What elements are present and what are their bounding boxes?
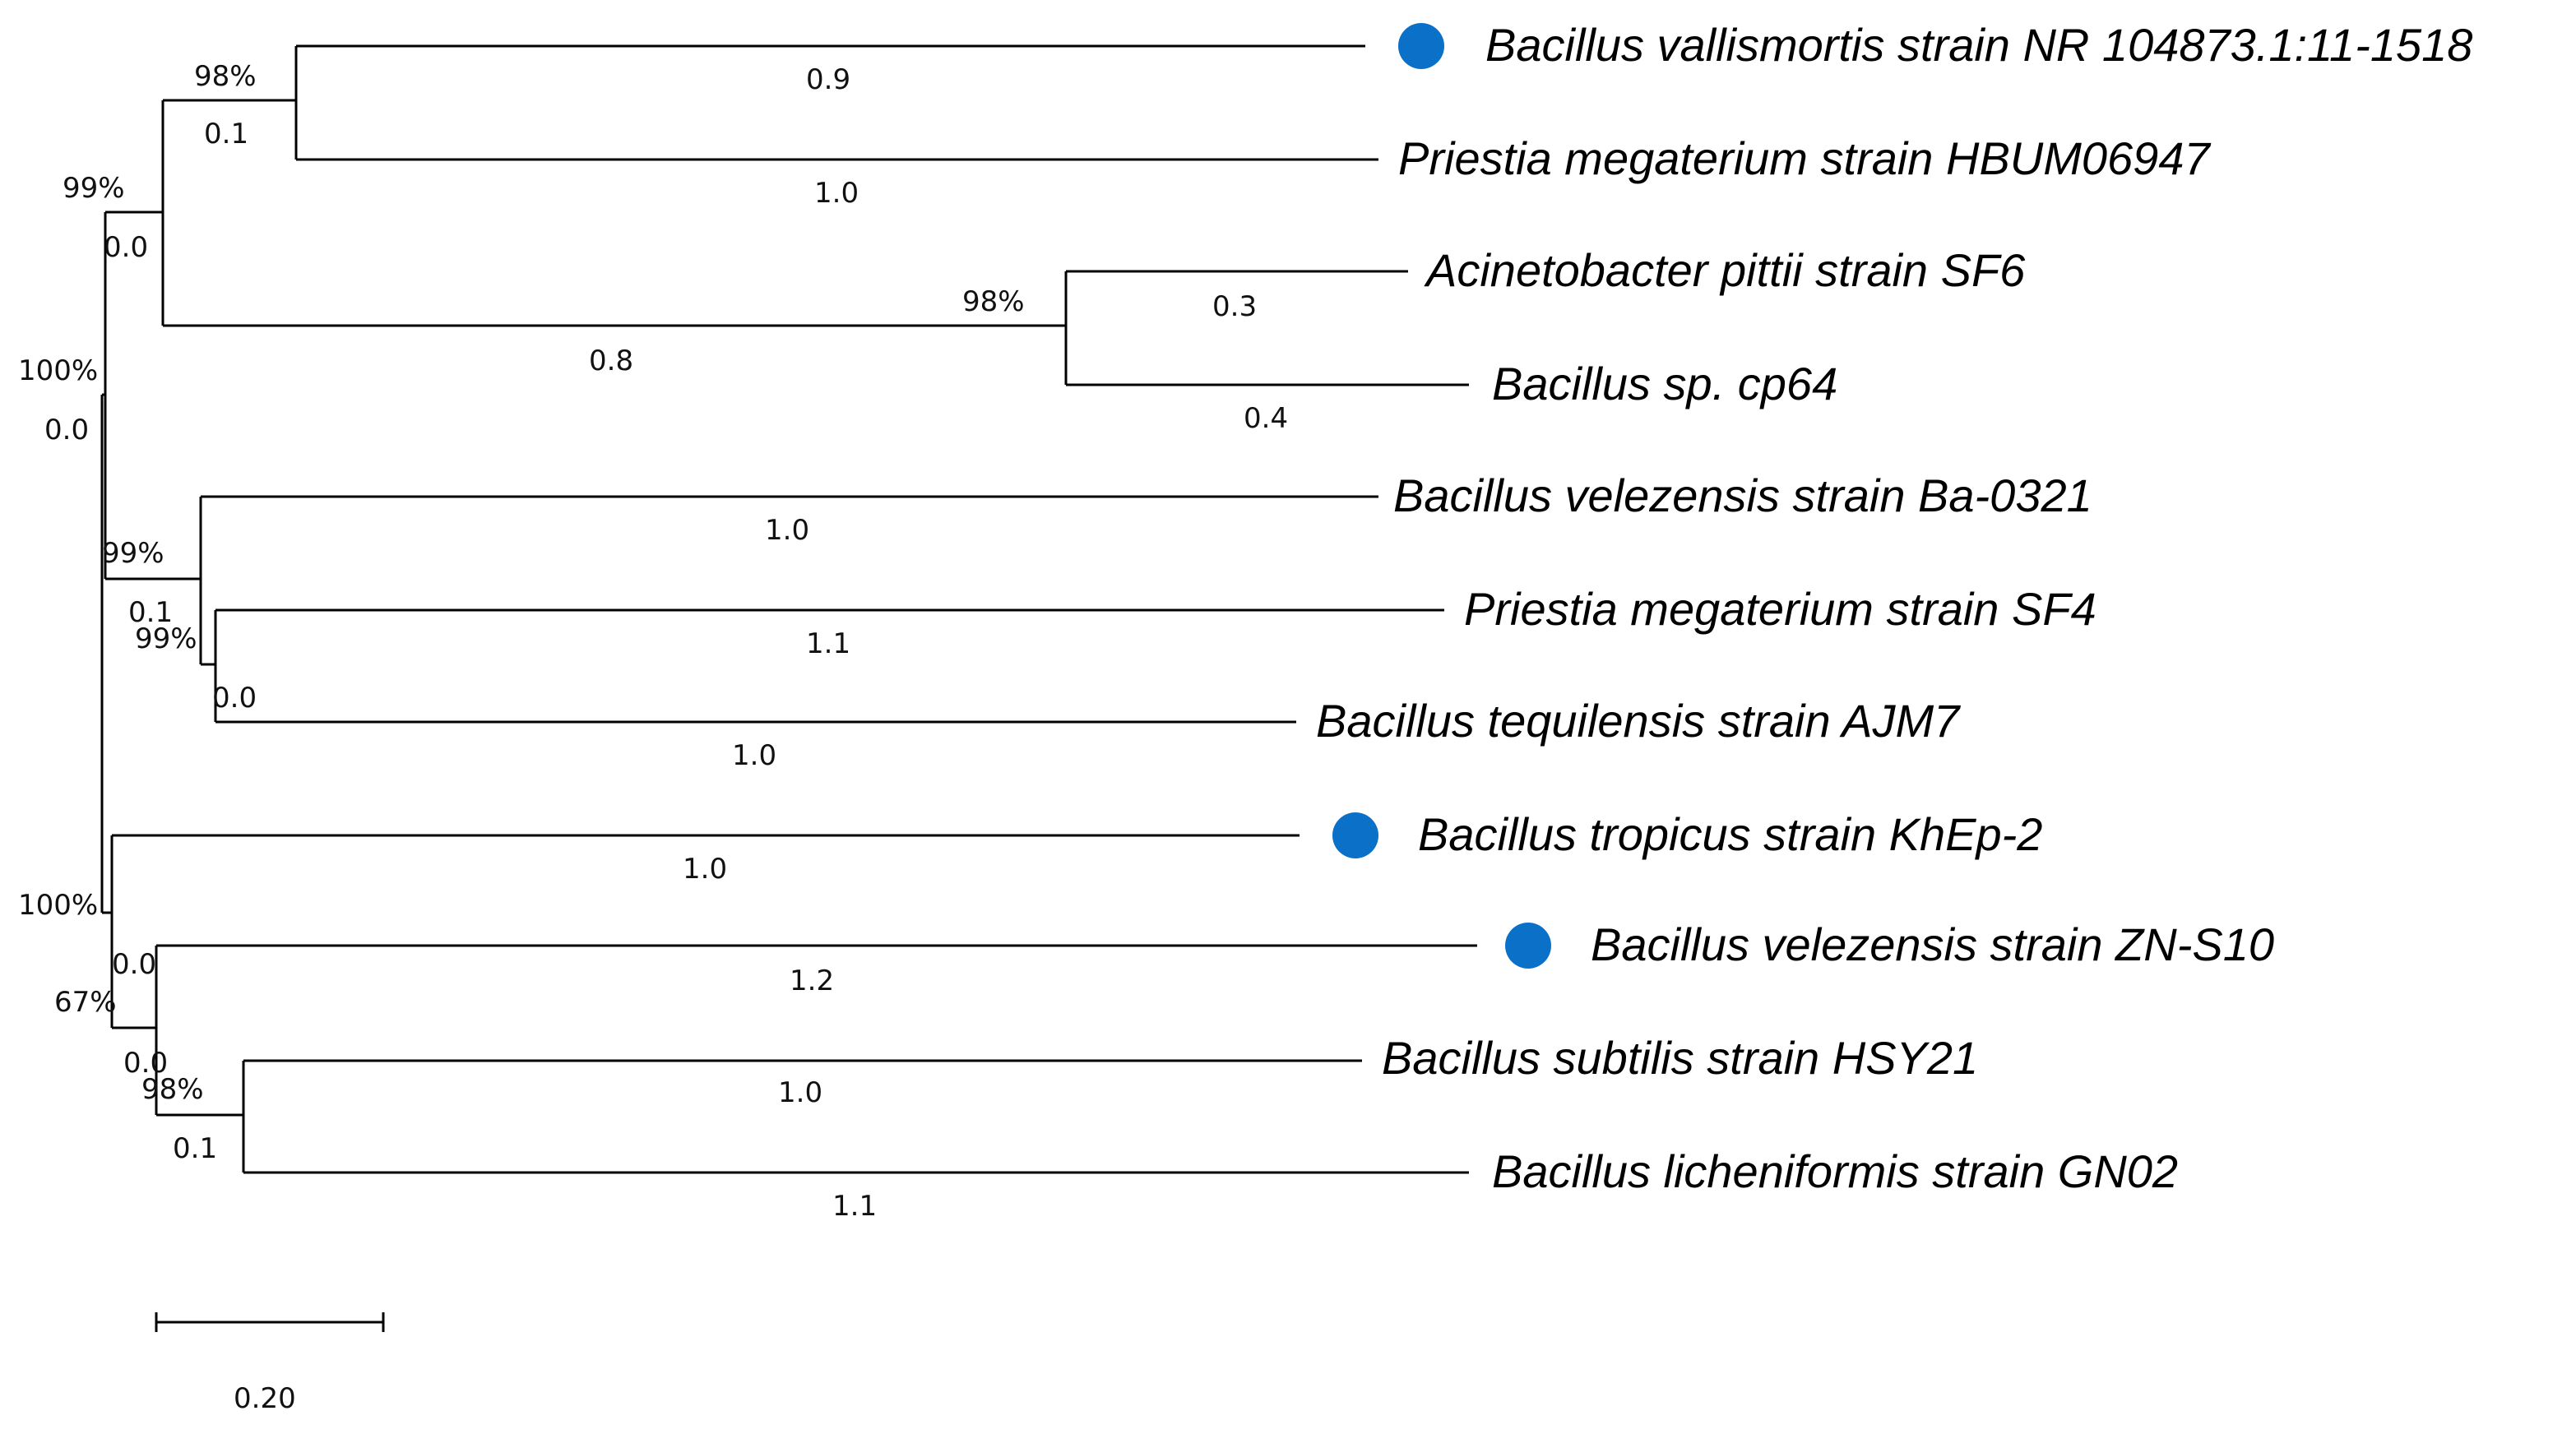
bootstrap-label: 98%: [141, 1073, 204, 1106]
branch-length-label: 0.9: [806, 63, 850, 96]
branch-length-label: 1.1: [832, 1190, 877, 1223]
branch-length-label: 1.2: [790, 964, 834, 997]
taxon-label: Acinetobacter pittii strain SF6: [1424, 244, 2026, 296]
bootstrap-label: 100%: [18, 889, 98, 922]
bootstrap-label: 99%: [63, 172, 125, 205]
node-branch-label: 0.1: [204, 118, 248, 150]
bootstrap-label: 99%: [135, 622, 197, 655]
taxon-label: Bacillus velezensis strain Ba-0321: [1393, 470, 2092, 521]
taxon-label: Bacillus velezensis strain ZN-S10: [1591, 918, 2274, 970]
taxon-label: Priestia megaterium strain SF4: [1464, 583, 2096, 635]
scale-bar: 0.20: [155, 1312, 385, 1415]
bootstrap-label: 98%: [962, 285, 1025, 318]
taxon-label: Bacillus subtilis strain HSY21: [1382, 1032, 1978, 1084]
node-branch-label: 0.8: [589, 345, 633, 377]
taxon-label: Bacillus tequilensis strain AJM7: [1316, 695, 1961, 747]
branch-length-label: 0.3: [1212, 290, 1257, 323]
taxon-label: Bacillus licheniformis strain GN02: [1492, 1145, 2178, 1197]
scale-bar-label: 0.20: [234, 1382, 296, 1415]
branch-length-label: 1.0: [683, 853, 727, 886]
tree-branches: [100, 44, 1477, 1174]
branch-length-label: 1.0: [778, 1076, 822, 1109]
taxon-label: Bacillus vallismortis strain NR 104873.1…: [1485, 19, 2472, 71]
taxon-label: Priestia megaterium strain HBUM06947: [1398, 132, 2211, 184]
markers: [1332, 23, 1551, 969]
node-branch-label: 0.0: [112, 948, 156, 981]
taxon-label: Bacillus tropicus strain KhEp-2: [1418, 808, 2042, 860]
taxon-labels: Bacillus vallismortis strain NR 104873.1…: [1316, 19, 2472, 1197]
bootstrap-label: 98%: [194, 60, 257, 93]
branch-length-label: 1.0: [732, 739, 776, 772]
node-labels: 98% 0.1 98% 0.8 99% 0.0 100% 0.0 99% 0.1…: [18, 60, 1025, 1165]
branch-length-label: 1.0: [765, 514, 809, 547]
marker-dot-icon: [1505, 923, 1551, 969]
bootstrap-label: 99%: [102, 537, 164, 570]
node-branch-label: 0.1: [128, 596, 173, 629]
node-branch-label: 0.0: [212, 682, 257, 715]
marker-dot-icon: [1398, 23, 1444, 69]
taxon-label: Bacillus sp. cp64: [1492, 358, 1837, 409]
node-branch-label: 0.1: [173, 1132, 217, 1165]
branch-length-label: 1.1: [806, 627, 850, 660]
bootstrap-label: 100%: [18, 354, 98, 387]
branch-length-label: 0.4: [1244, 402, 1288, 435]
node-branch-label: 0.0: [44, 414, 89, 446]
branch-length-labels: 0.9 1.0 0.3 0.4 1.0 1.1 1.0 1.0 1.2 1.0 …: [683, 63, 1288, 1223]
node-branch-label: 0.0: [123, 1047, 168, 1080]
node-branch-label: 0.0: [104, 231, 148, 264]
branch-length-label: 1.0: [814, 177, 859, 210]
marker-dot-icon: [1332, 812, 1378, 858]
bootstrap-label: 67%: [54, 986, 117, 1019]
